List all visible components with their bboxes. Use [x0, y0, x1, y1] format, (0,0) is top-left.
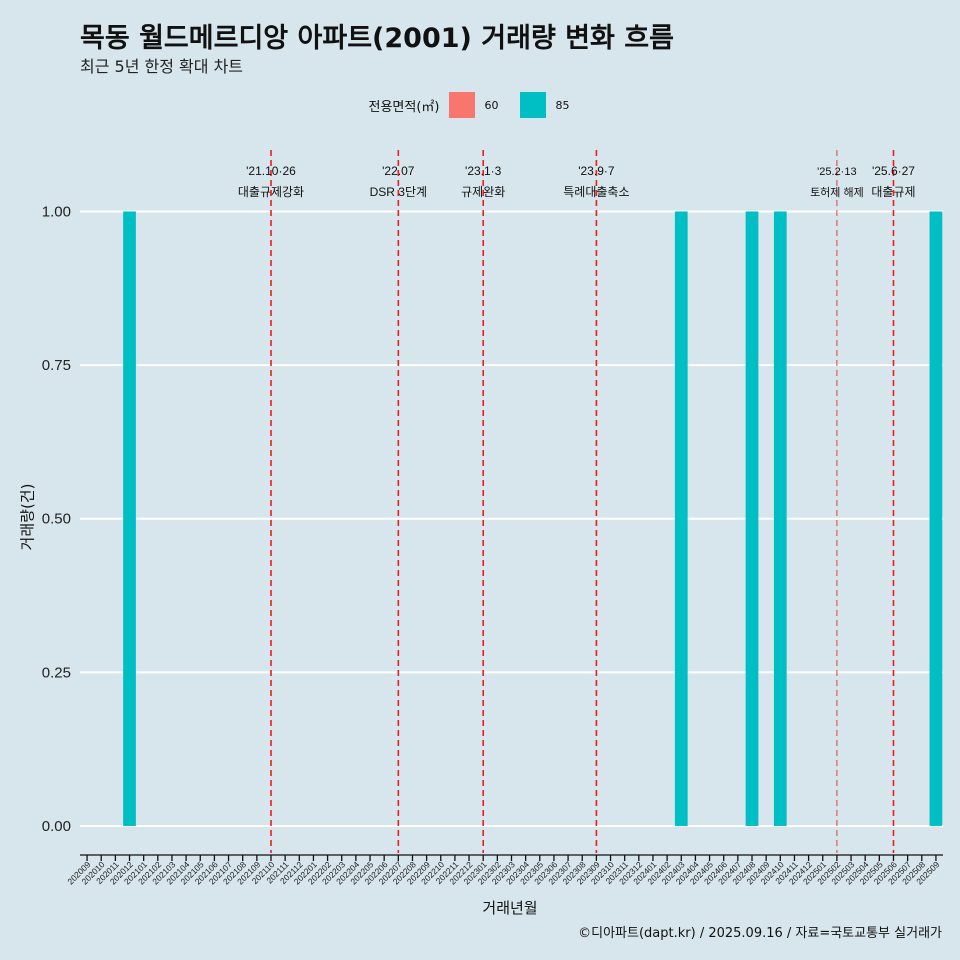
y-tick-label: 0.75 — [42, 357, 71, 374]
y-tick-label: 0.25 — [42, 664, 71, 681]
annotation-date: '23.1·3 — [465, 164, 502, 178]
x-axis-label: 거래년월 — [482, 899, 538, 917]
annotation-label: 대출규제 — [871, 185, 915, 199]
chart-subtitle: 최근 5년 한정 확대 차트 — [80, 57, 244, 76]
y-tick-label: 0.50 — [42, 511, 71, 528]
annotation-label: DSR 3단계 — [370, 185, 427, 199]
annotation-date: '21.10·26 — [246, 164, 296, 178]
bar-85-202408 — [745, 211, 759, 826]
bar-85-202403 — [674, 211, 688, 826]
annotation-label: 특례대출축소 — [563, 185, 629, 199]
y-tick-label: 0.00 — [42, 818, 71, 835]
annotation-date: '23.9·7 — [578, 164, 615, 178]
bar-85-202509 — [929, 211, 943, 826]
annotation-label: 대출규제강화 — [238, 185, 304, 199]
legend-label-60: 60 — [484, 98, 499, 112]
chart-title: 목동 월드메르디앙 아파트(2001) 거래량 변화 흐름 — [80, 23, 674, 54]
y-tick-label: 1.00 — [42, 203, 71, 220]
bar-85-202012 — [123, 211, 136, 826]
annotation-label: 토허제 해제 — [810, 185, 864, 199]
legend: 전용면적(㎡) 60 85 — [0, 92, 960, 118]
legend-key-85 — [520, 92, 547, 118]
bar-85-202410 — [773, 211, 787, 826]
legend-key-60 — [449, 92, 476, 118]
annotation-date: '22.07 — [382, 164, 415, 178]
y-axis-label: 거래량(건) — [18, 483, 37, 551]
annotation-date: '25.2·13 — [817, 166, 856, 178]
legend-label-85: 85 — [555, 98, 570, 112]
annotation-label: 규제완화 — [461, 185, 505, 199]
legend-title: 전용면적(㎡) — [368, 99, 440, 115]
annotation-date: '25.6·27 — [872, 164, 915, 178]
source-caption: ©디아파트(dapt.kr) / 2025.09.16 / 자료=국토교통부 실… — [578, 926, 942, 941]
